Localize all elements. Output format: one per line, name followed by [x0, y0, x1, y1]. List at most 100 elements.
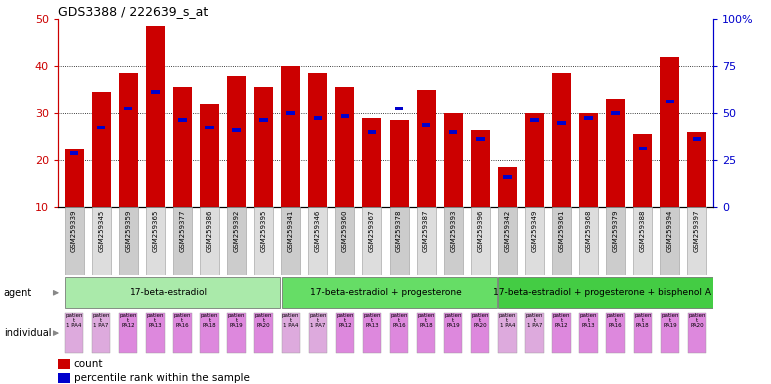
Text: patien
t
1 PA4: patien t 1 PA4 [66, 313, 82, 328]
Bar [314, 116, 322, 120]
Bar [259, 118, 268, 122]
Text: GSM259346: GSM259346 [315, 209, 321, 252]
Text: agent: agent [4, 288, 32, 298]
Bar [227, 207, 246, 275]
Bar [151, 90, 160, 94]
Text: GSM259392: GSM259392 [234, 209, 240, 252]
Text: 17-beta-estradiol + progesterone: 17-beta-estradiol + progesterone [310, 288, 461, 297]
Bar [92, 207, 110, 275]
Text: GSM259396: GSM259396 [477, 209, 483, 252]
Bar [65, 207, 83, 275]
Bar [552, 207, 571, 275]
Text: patien
t
PA12: patien t PA12 [336, 313, 354, 328]
Text: individual: individual [4, 328, 52, 338]
Text: patien
t
1 PA4: patien t 1 PA4 [499, 313, 516, 328]
Bar [607, 313, 625, 353]
Bar [444, 313, 463, 353]
Bar [692, 137, 701, 141]
Text: count: count [73, 359, 103, 369]
Bar [119, 207, 138, 275]
Text: GSM259367: GSM259367 [369, 209, 375, 252]
Bar [254, 207, 273, 275]
Text: patien
t
PA13: patien t PA13 [363, 313, 381, 328]
Bar [281, 66, 300, 207]
Bar [525, 313, 544, 353]
Text: patien
t
1 PA7: patien t 1 PA7 [93, 313, 110, 328]
Bar [395, 107, 403, 111]
Bar [308, 313, 327, 353]
Text: patien
t
1 PA7: patien t 1 PA7 [526, 313, 544, 328]
Bar [119, 313, 137, 353]
Text: patien
t
PA19: patien t PA19 [227, 313, 245, 328]
Text: patien
t
PA12: patien t PA12 [553, 313, 571, 328]
Bar [552, 73, 571, 207]
Text: GDS3388 / 222639_s_at: GDS3388 / 222639_s_at [58, 5, 208, 18]
Bar [579, 113, 598, 207]
Bar [281, 278, 497, 308]
Text: percentile rank within the sample: percentile rank within the sample [73, 373, 250, 383]
Bar [92, 92, 110, 207]
Bar [688, 313, 706, 353]
Bar [557, 121, 566, 124]
Text: patien
t
PA18: patien t PA18 [634, 313, 651, 328]
Bar [661, 313, 679, 353]
Bar [341, 114, 349, 118]
Bar [584, 116, 593, 120]
Bar [611, 111, 620, 115]
Bar [498, 207, 517, 275]
Text: GSM259349: GSM259349 [531, 209, 537, 252]
Bar [335, 207, 355, 275]
Text: GSM259387: GSM259387 [423, 209, 429, 252]
Text: GSM259397: GSM259397 [694, 209, 700, 252]
Text: patien
t
1 PA4: patien t 1 PA4 [282, 313, 299, 328]
Bar [498, 278, 714, 308]
Bar [476, 137, 484, 141]
Bar [633, 134, 652, 207]
Bar [579, 313, 598, 353]
Bar [498, 313, 517, 353]
Bar [119, 73, 138, 207]
Bar [579, 207, 598, 275]
Text: GSM259395: GSM259395 [261, 209, 267, 252]
Bar [254, 88, 273, 207]
Bar [65, 149, 83, 207]
Bar [335, 313, 354, 353]
Bar [335, 88, 355, 207]
Bar [146, 207, 165, 275]
Bar [665, 99, 674, 103]
Bar [389, 207, 409, 275]
Text: GSM259342: GSM259342 [504, 209, 510, 252]
Text: patien
t
PA19: patien t PA19 [444, 313, 462, 328]
Bar [227, 76, 246, 207]
Bar [58, 373, 69, 383]
Bar [58, 359, 69, 369]
Bar [200, 207, 219, 275]
Bar [606, 99, 625, 207]
Bar [200, 104, 219, 207]
Bar [287, 111, 295, 115]
Bar [205, 126, 214, 129]
Text: GSM259379: GSM259379 [613, 209, 618, 252]
Bar [281, 313, 300, 353]
Text: patien
t
PA19: patien t PA19 [661, 313, 678, 328]
Bar [688, 207, 706, 275]
Text: GSM259394: GSM259394 [667, 209, 673, 252]
Bar [97, 126, 106, 129]
Bar [416, 207, 436, 275]
Bar [634, 313, 652, 353]
Bar [389, 120, 409, 207]
Text: patien
t
PA18: patien t PA18 [200, 313, 218, 328]
Bar [688, 132, 706, 207]
Text: 17-beta-estradiol + progesterone + bisphenol A: 17-beta-estradiol + progesterone + bisph… [493, 288, 711, 297]
Bar [308, 207, 327, 275]
Bar [362, 118, 382, 207]
Text: 17-beta-estradiol: 17-beta-estradiol [130, 288, 208, 297]
Bar [661, 207, 679, 275]
Text: GSM259388: GSM259388 [640, 209, 646, 252]
Bar [65, 313, 83, 353]
Bar [661, 57, 679, 207]
Bar [65, 278, 281, 308]
Bar [449, 130, 457, 134]
Bar [422, 123, 430, 127]
Bar [525, 113, 544, 207]
